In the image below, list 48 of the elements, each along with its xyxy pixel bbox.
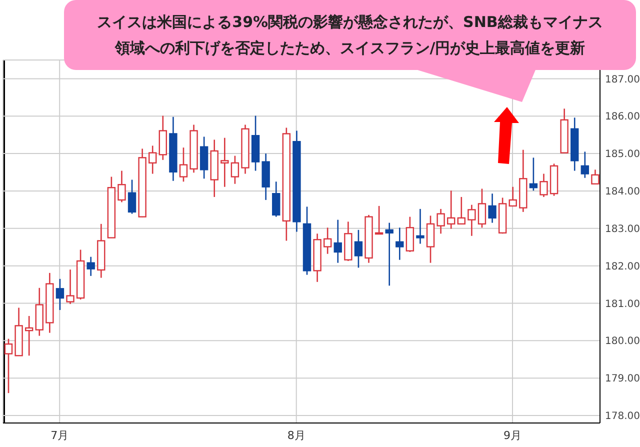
chart-title: スイスは米国による39%関税の影響が懸念されたが、SNB総裁もマイナス領域への利下げを否定したため、スイスフラン/円が史上最高値を更新 [96, 12, 604, 59]
candlestick [354, 229, 363, 268]
candlestick [220, 137, 229, 188]
candlestick [457, 196, 466, 225]
y-tick-label: 180.00 [605, 336, 640, 348]
candlestick [334, 219, 342, 264]
candlestick [158, 115, 167, 161]
candlestick [56, 278, 64, 311]
candlestick [529, 157, 538, 192]
y-tick-label: 183.00 [605, 224, 640, 235]
candlestick [385, 222, 394, 286]
y-tick-label: 185.00 [605, 149, 640, 160]
candlestick [488, 192, 496, 224]
y-tick-label: 184.00 [605, 186, 640, 198]
candlestick [396, 227, 404, 260]
y-tick-label: 186.00 [605, 112, 640, 123]
candlestick [179, 146, 188, 182]
y-tick-label: 182.00 [605, 261, 640, 272]
y-tick-label: 181.00 [605, 298, 640, 310]
candlestick [200, 136, 208, 180]
candlestick [323, 227, 332, 254]
candlestick [86, 256, 95, 277]
y-tick-label: 179.00 [605, 374, 640, 385]
candlestick [118, 170, 126, 203]
candlestick [24, 315, 34, 356]
candlestick [66, 268, 74, 305]
y-tick-label: 178.00 [605, 411, 640, 422]
candlestick [508, 186, 517, 207]
candlestick [272, 180, 280, 218]
candlestick [447, 190, 456, 230]
x-tick-label: 9月 [504, 428, 522, 442]
candlestick [426, 215, 435, 264]
candlestick [148, 145, 157, 174]
candlestick [406, 216, 414, 253]
x-tick-label: 7月 [50, 428, 69, 442]
candlestick [591, 169, 600, 185]
candlestick [374, 205, 384, 235]
candlestick [128, 179, 136, 214]
candlestick [478, 188, 486, 228]
candlestick [580, 151, 590, 179]
candlestick [230, 155, 240, 185]
candlestick [540, 173, 548, 198]
x-tick-label: 8月 [287, 428, 306, 442]
candlestick [4, 338, 13, 394]
candlestick [468, 204, 476, 237]
candlestick [416, 208, 424, 244]
y-tick-label: 187.00 [605, 74, 640, 86]
candlestick [436, 208, 445, 234]
